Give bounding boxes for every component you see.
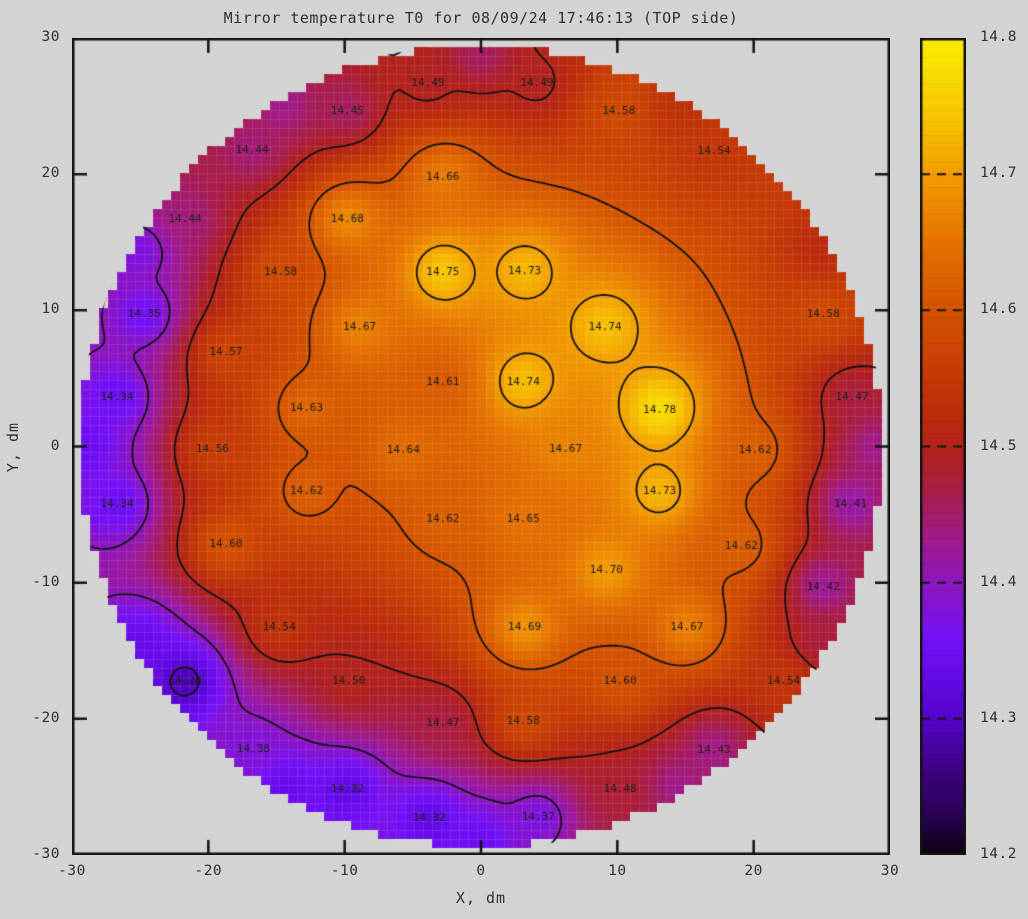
y-tick-label: -20 xyxy=(32,709,60,726)
x-tick-label: 10 xyxy=(608,863,627,879)
y-tick-label: 10 xyxy=(41,301,60,318)
colorbar-tick-label: 14.6 xyxy=(980,301,1017,318)
colorbar-canvas xyxy=(920,38,966,855)
colorbar-tick-label: 14.7 xyxy=(980,165,1017,182)
y-tick-label: -30 xyxy=(32,846,60,862)
y-tick-label: 0 xyxy=(50,437,60,454)
x-tick-label: -10 xyxy=(330,863,359,879)
x-tick-label: 0 xyxy=(476,863,486,879)
x-tick-label: -20 xyxy=(194,863,223,879)
colorbar-tick-label: 14.2 xyxy=(980,846,1017,862)
y-tick-label: 20 xyxy=(41,165,60,182)
heatmap-plot-canvas xyxy=(72,38,890,855)
y-tick-label: 30 xyxy=(41,29,60,45)
x-tick-label: 30 xyxy=(880,863,900,879)
x-tick-label: 20 xyxy=(744,863,763,879)
x-axis-title: X, dm xyxy=(455,889,507,907)
colorbar-tick-label: 14.5 xyxy=(980,437,1017,454)
y-tick-label: -10 xyxy=(32,573,60,590)
colorbar-tick-label: 14.8 xyxy=(980,29,1017,45)
x-tick-label: -30 xyxy=(58,863,86,879)
colorbar-tick-label: 14.3 xyxy=(980,709,1017,726)
colorbar-tick-label: 14.4 xyxy=(980,573,1017,590)
chart-title: Mirror temperature T0 for 08/09/24 17:46… xyxy=(223,9,739,27)
